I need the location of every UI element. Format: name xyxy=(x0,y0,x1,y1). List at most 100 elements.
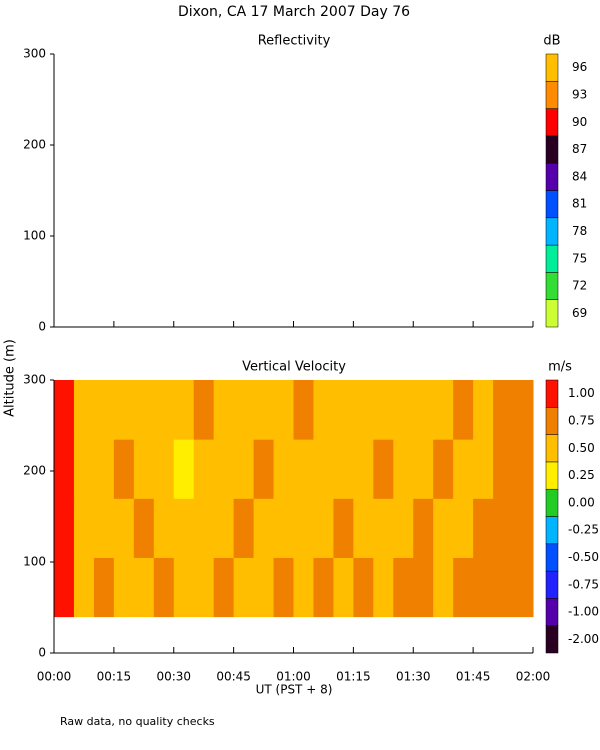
heatmap-cell xyxy=(513,439,534,499)
y-tick-label: 100 xyxy=(23,229,46,243)
heatmap-cell xyxy=(233,498,255,558)
heatmap-cell xyxy=(113,439,135,499)
heatmap-cell xyxy=(353,439,374,499)
heatmap-cell xyxy=(293,380,314,440)
colorbar-box xyxy=(545,272,559,300)
heatmap-cell xyxy=(293,498,314,558)
heatmap-cell xyxy=(153,498,175,558)
x-tick-label: 00:00 xyxy=(37,670,72,684)
heatmap-cell xyxy=(313,498,334,558)
heatmap-cell xyxy=(413,380,434,440)
x-tick-label: 01:15 xyxy=(336,670,371,684)
heatmap-cell xyxy=(73,380,95,440)
heatmap-cell xyxy=(193,380,215,440)
colorbar-box xyxy=(545,81,559,109)
heatmap-cell xyxy=(93,498,115,558)
heatmap-cell xyxy=(233,380,255,440)
heatmap-cell xyxy=(173,498,195,558)
colorbar-label: 72 xyxy=(572,279,587,293)
heatmap-cell xyxy=(293,557,314,618)
heatmap-cell xyxy=(273,557,294,618)
heatmap-cell xyxy=(393,557,414,618)
x-tick-label: 00:30 xyxy=(156,670,191,684)
colorbar-box xyxy=(545,488,559,517)
colorbar-label: 1.00 xyxy=(568,386,595,400)
footnote: Raw data, no quality checks xyxy=(60,715,215,728)
colorbar-label: 81 xyxy=(572,197,587,211)
heatmap-cell xyxy=(133,557,155,618)
heatmap-cell xyxy=(333,380,354,440)
heatmap-cell xyxy=(233,557,255,618)
heatmap-cell xyxy=(453,439,474,499)
colorbar-label: 0.75 xyxy=(568,413,595,427)
heatmap-cell xyxy=(473,439,494,499)
heatmap-cell xyxy=(513,380,534,440)
heatmap-cell xyxy=(493,439,514,499)
heatmap-cell xyxy=(173,439,195,499)
panel-title: Vertical Velocity xyxy=(242,360,346,375)
colorbar-box xyxy=(545,625,559,654)
heatmap-cell xyxy=(273,498,294,558)
y-tick-label: 100 xyxy=(23,555,46,569)
colorbar-label: -0.75 xyxy=(568,577,599,591)
colorbar-box xyxy=(545,570,559,599)
heatmap-cell xyxy=(133,439,155,499)
heatmap-cell xyxy=(453,380,474,440)
heatmap-cell xyxy=(133,380,155,440)
heatmap-cell xyxy=(113,498,135,558)
heatmap-cell xyxy=(293,439,314,499)
colorbar-box xyxy=(545,135,559,164)
heatmap-cell xyxy=(313,380,334,440)
y-tick-label: 300 xyxy=(23,47,46,61)
heatmap-cell xyxy=(193,439,215,499)
heatmap-cell xyxy=(333,557,354,618)
colorbar-box xyxy=(545,434,559,463)
heatmap-cell xyxy=(133,498,155,558)
heatmap-cell xyxy=(393,380,414,440)
colorbar-label: 84 xyxy=(572,169,587,183)
colorbar-label: 93 xyxy=(572,87,587,101)
heatmap-cell xyxy=(93,380,115,440)
heatmap-cell xyxy=(253,380,275,440)
colorbar-label: 69 xyxy=(572,306,587,320)
heatmap-cell xyxy=(393,439,414,499)
heatmap-cell xyxy=(173,557,195,618)
panel-title: Reflectivity xyxy=(258,34,331,49)
colorbar-unit: dB xyxy=(543,34,560,49)
heatmap-cell xyxy=(473,498,494,558)
y-axis-label: Altitude (m) xyxy=(3,339,18,417)
heatmap-cell xyxy=(493,498,514,558)
heatmap-cell xyxy=(213,498,235,558)
heatmap-cell xyxy=(373,380,394,440)
heatmap-cell xyxy=(493,557,514,618)
heatmap-cell xyxy=(54,498,75,558)
heatmap-cell xyxy=(513,498,534,558)
heatmap-cell xyxy=(493,380,514,440)
colorbar-label: -0.25 xyxy=(568,523,599,537)
colorbar-box xyxy=(545,516,559,545)
colorbar-box xyxy=(545,190,559,219)
heatmap-cell xyxy=(193,557,215,618)
heatmap-cell xyxy=(473,557,494,618)
colorbar-box xyxy=(545,299,559,328)
colorbar-label: -0.50 xyxy=(568,550,599,564)
x-tick-label: 02:00 xyxy=(516,670,551,684)
heatmap-cell xyxy=(473,380,494,440)
y-tick-label: 300 xyxy=(23,373,46,387)
heatmap-cell xyxy=(413,439,434,499)
colorbar-unit: m/s xyxy=(548,360,572,375)
heatmap-cell xyxy=(353,557,374,618)
heatmap-cell xyxy=(333,498,354,558)
heatmap-cell xyxy=(93,557,115,618)
colorbar-label: 96 xyxy=(572,60,587,74)
y-tick-label: 200 xyxy=(23,138,46,152)
heatmap-cell xyxy=(433,498,454,558)
heatmap-cell xyxy=(393,498,414,558)
x-tick-label: 00:45 xyxy=(216,670,251,684)
y-tick-label: 0 xyxy=(38,646,46,660)
heatmap-cell xyxy=(313,557,334,618)
colorbar-box xyxy=(545,598,559,626)
heatmap-cell xyxy=(213,380,235,440)
